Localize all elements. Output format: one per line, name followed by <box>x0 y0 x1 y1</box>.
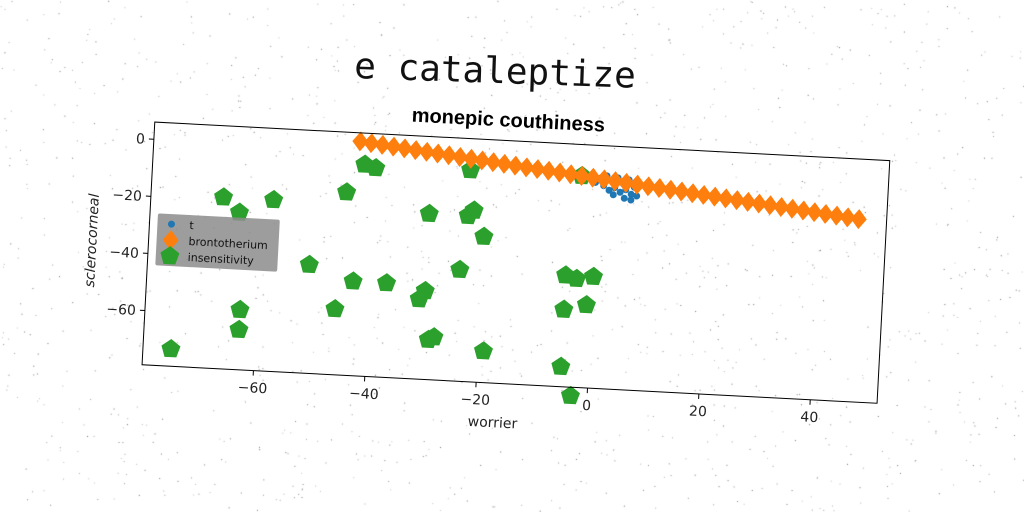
x-tick-label: 40 <box>800 409 819 426</box>
point-insensitivity <box>560 385 580 404</box>
chart-title: monepic couthiness <box>411 105 605 137</box>
x-tick-label: −60 <box>237 380 267 398</box>
point-insensitivity <box>325 298 345 317</box>
x-tick-label: 0 <box>582 398 592 414</box>
point-insensitivity <box>264 189 284 208</box>
x-tick-label: −20 <box>460 391 490 409</box>
x-tick-label: 20 <box>689 403 708 420</box>
point-t <box>627 196 634 203</box>
point-insensitivity <box>583 266 603 285</box>
y-tick-label: −60 <box>106 302 136 320</box>
point-insensitivity <box>337 182 357 201</box>
y-tick-label: −40 <box>109 244 139 262</box>
point-insensitivity <box>450 259 470 278</box>
point-insensitivity <box>576 295 596 314</box>
point-insensitivity <box>551 356 571 375</box>
x-tick-label: −40 <box>349 386 379 404</box>
point-insensitivity <box>161 339 181 358</box>
point-brontotherium <box>850 209 867 230</box>
point-insensitivity <box>299 254 319 273</box>
point-insensitivity <box>343 271 363 290</box>
y-tick-label: −20 <box>112 187 142 205</box>
point-t <box>621 195 628 202</box>
point-insensitivity <box>229 319 249 338</box>
point-insensitivity <box>474 226 494 245</box>
x-axis-label: worrier <box>467 414 518 433</box>
point-insensitivity <box>473 341 493 360</box>
y-axis-label: sclerocorneal <box>82 193 103 288</box>
y-tick-label: 0 <box>136 131 146 147</box>
point-insensitivity <box>214 187 234 206</box>
series-insensitivity <box>160 144 609 405</box>
point-insensitivity <box>230 299 250 318</box>
point-insensitivity <box>376 273 396 292</box>
point-insensitivity <box>419 203 439 222</box>
point-insensitivity <box>554 299 574 318</box>
